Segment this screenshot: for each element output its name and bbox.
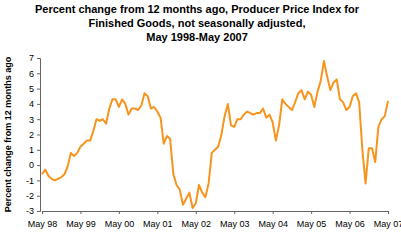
y-tick: 0 — [29, 160, 40, 170]
data-line — [42, 61, 388, 208]
y-tick: -3 — [26, 206, 40, 216]
title-line: Finished Goods, not seasonally adjusted, — [89, 17, 306, 29]
y-tick: 5 — [29, 84, 40, 94]
x-tick: May 98 — [28, 211, 58, 229]
x-tick: May 02 — [182, 211, 212, 229]
x-tick-label: May 01 — [143, 219, 173, 229]
y-tick-label: 4 — [29, 99, 34, 109]
y-tick-label: -1 — [26, 176, 34, 186]
background — [0, 0, 401, 238]
x-tick-mark — [311, 211, 312, 214]
y-tick-mark — [37, 73, 40, 74]
y-tick-mark — [37, 119, 40, 120]
x-tick: May 05 — [297, 211, 327, 229]
y-tick-mark — [37, 211, 40, 212]
y-tick-label: 7 — [29, 53, 34, 63]
y-tick-label: 6 — [29, 69, 34, 79]
x-tick: May 01 — [143, 211, 173, 229]
y-axis: -3 -2 -1 0 1 2 3 4 5 6 7 — [26, 53, 41, 216]
y-tick-label: 2 — [29, 130, 34, 140]
x-tick-label: May 06 — [335, 219, 365, 229]
y-tick: -2 — [26, 191, 40, 201]
y-tick-mark — [37, 180, 40, 181]
x-tick-mark — [273, 211, 274, 214]
x-tick-label: May 00 — [105, 219, 135, 229]
x-tick-label: May 04 — [258, 219, 288, 229]
x-axis-line — [43, 212, 389, 215]
y-tick: 6 — [29, 69, 40, 79]
x-tick: May 07 — [374, 211, 401, 229]
plot-area — [42, 61, 388, 208]
x-tick: May 06 — [335, 211, 365, 229]
y-tick-mark — [37, 104, 40, 105]
chart: Percent change from 12 months ago, Produ… — [0, 0, 401, 238]
x-tick-label: May 05 — [297, 219, 327, 229]
x-tick-mark — [388, 211, 389, 214]
x-tick-label: May 98 — [28, 219, 58, 229]
y-tick-label: 5 — [29, 84, 34, 94]
x-tick-mark — [196, 211, 197, 214]
y-tick-label: 3 — [29, 115, 34, 125]
y-tick-mark — [37, 135, 40, 136]
x-tick: May 03 — [220, 211, 250, 229]
y-tick-label: -3 — [26, 206, 34, 216]
x-tick-mark — [350, 211, 351, 214]
y-tick-mark — [37, 150, 40, 151]
x-tick-mark — [234, 211, 235, 214]
x-tick-label: May 99 — [66, 219, 96, 229]
x-tick-label: May 03 — [220, 219, 250, 229]
x-tick-mark — [80, 211, 81, 214]
x-tick: May 04 — [258, 211, 288, 229]
title-line: Percent change from 12 months ago, Produ… — [35, 3, 360, 15]
y-tick: 3 — [29, 115, 40, 125]
y-tick: 7 — [29, 53, 40, 63]
y-tick-label: -2 — [26, 191, 34, 201]
x-axis: May 98 May 99 May 00 May 01 May 02 May 03 May … — [28, 211, 401, 229]
x-tick-mark — [42, 211, 43, 214]
y-tick-label: 1 — [29, 145, 34, 155]
y-tick-mark — [37, 58, 40, 59]
y-tick: 4 — [29, 99, 40, 109]
y-tick: -1 — [26, 176, 40, 186]
y-tick-mark — [37, 165, 40, 166]
y-axis-line — [37, 59, 41, 212]
y-axis-title: Percent change from 12 months ago — [3, 56, 13, 212]
x-tick: May 99 — [66, 211, 96, 229]
title: Percent change from 12 months ago, Produ… — [35, 3, 360, 43]
x-tick-label: May 02 — [182, 219, 212, 229]
x-tick-label: May 07 — [374, 219, 401, 229]
y-tick: 2 — [29, 130, 40, 140]
y-tick-label: 0 — [29, 160, 34, 170]
x-tick: May 00 — [105, 211, 135, 229]
x-tick-mark — [157, 211, 158, 214]
x-tick-mark — [119, 211, 120, 214]
title-line: May 1998-May 2007 — [146, 31, 248, 43]
y-tick-mark — [37, 89, 40, 90]
y-tick-mark — [37, 196, 40, 197]
y-tick: 1 — [29, 145, 40, 155]
